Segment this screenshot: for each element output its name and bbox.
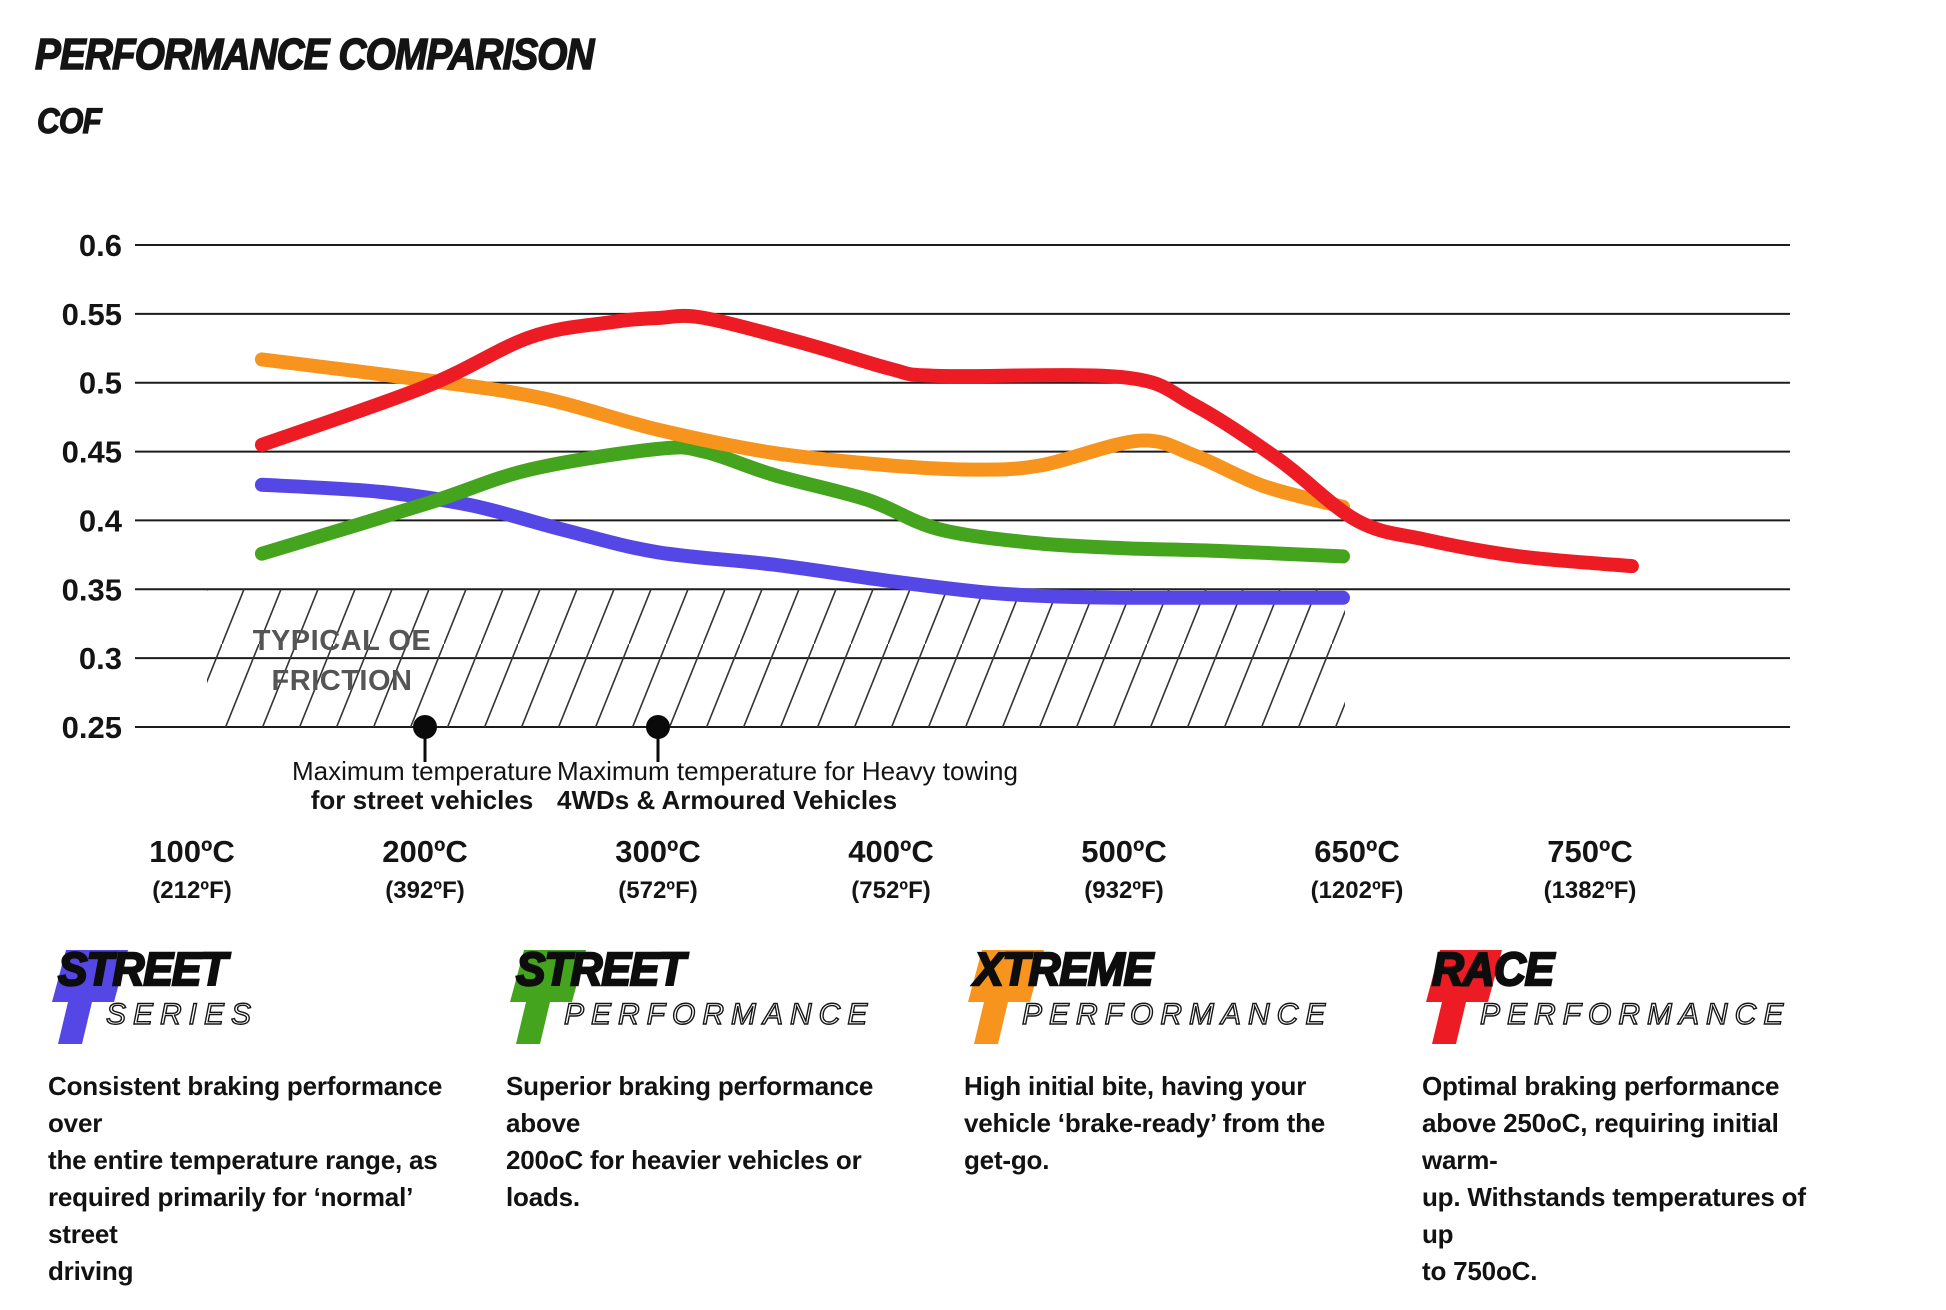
x-tick-200c: 200ºC [382,834,467,869]
legend-row: STREET SERIES Consistent braking perform… [48,943,1838,1290]
x-tick-650c-f: (1202ºF) [1311,877,1404,904]
oe-friction-label-line1: TYPICAL OE [253,625,432,657]
brand-word2: SERIES [105,998,259,1031]
max-temp-heavy-marker [646,715,670,739]
annotation-street-line2: for street vehicles [311,785,534,815]
brand-shape-icon [510,950,586,1044]
legend-street-performance: STREET PERFORMANCE Superior braking perf… [506,943,922,1290]
brand-word1: STREET [515,943,687,995]
performance-comparison-chart: 0.6 0.55 0.5 0.45 0.4 0.35 0.3 0.25 TYPI… [62,228,1790,904]
y-tick-label: 0.55 [62,297,122,332]
brand-word2: PERFORMANCE [1021,998,1333,1031]
x-tick-100c: 100ºC [149,834,234,869]
brand-shape-icon [968,950,1044,1044]
series-line-race-performance [254,308,1639,574]
legend-desc: Superior braking performance above 200oC… [506,1071,874,1212]
annotation-street-line1: Maximum temperature [292,756,552,786]
brand-word2: PERFORMANCE [563,998,875,1031]
brand-mark-street-series: STREET SERIES [48,943,464,1048]
y-tick-label: 0.25 [62,710,122,745]
oe-friction-label-line2: FRICTION [272,665,413,697]
x-tick-750c-f: (1382ºF) [1544,877,1637,904]
series-line-xtreme-performance [254,352,1350,514]
y-tick-label: 0.35 [62,572,122,607]
x-tick-500c-f: (932ºF) [1084,877,1163,904]
x-tick-500c: 500ºC [1081,834,1166,869]
oe-friction-band [207,589,1345,727]
brand-mark-xtreme-performance: XTREME PERFORMANCE [964,943,1380,1048]
page-title: PERFORMANCE COMPARISON [34,29,595,80]
annotation-heavy-line2: 4WDs & Armoured Vehicles [557,785,897,815]
brand-word1: RACE [1431,943,1556,995]
y-tick-label: 0.5 [79,366,122,401]
x-tick-200c-f: (392ºF) [385,877,464,904]
x-tick-750c: 750ºC [1547,834,1632,869]
brand-word2: PERFORMANCE [1479,998,1791,1031]
x-tick-300c: 300ºC [615,834,700,869]
brand-shape-icon [1426,950,1502,1044]
brand-mark-street-performance: STREET PERFORMANCE [506,943,922,1048]
brand-shape-icon [52,950,128,1044]
legend-race-performance: RACE PERFORMANCE Optimal braking perform… [1422,943,1838,1290]
brand-shape-icon [52,950,128,1044]
series-line-street-series [254,477,1350,605]
brand-word1: XTREME [973,943,1155,995]
cof-axis-label: COF [36,101,102,141]
x-tick-100c-f: (212ºF) [152,877,231,904]
brand-shape-icon [510,950,586,1044]
x-tick-400c-f: (752ºF) [851,877,930,904]
y-tick-label: 0.45 [62,435,122,470]
brand-word1: STREET [57,943,229,995]
y-tick-label: 0.3 [79,641,122,676]
max-temp-street-marker [413,715,437,739]
series-curves [254,308,1639,605]
x-tick-300c-f: (572ºF) [618,877,697,904]
y-tick-label: 0.4 [79,503,123,538]
x-tick-650c: 650ºC [1314,834,1399,869]
legend-desc: High initial bite, having your vehicle ‘… [964,1071,1326,1175]
series-line-street-performance [254,440,1350,564]
annotation-heavy-line1: Maximum temperature for Heavy towing [557,756,1018,786]
legend-xtreme-performance: XTREME PERFORMANCE High initial bite, ha… [964,943,1380,1290]
y-tick-label: 0.6 [79,228,122,263]
x-tick-400c: 400ºC [848,834,933,869]
brand-shape-icon [968,950,1044,1044]
legend-desc: Consistent braking performance over the … [48,1071,443,1286]
brand-shape-icon [1426,950,1502,1044]
legend-desc: Optimal braking performance above 250oC,… [1422,1071,1806,1286]
legend-street-series: STREET SERIES Consistent braking perform… [48,943,464,1290]
brand-mark-race-performance: RACE PERFORMANCE [1422,943,1838,1048]
